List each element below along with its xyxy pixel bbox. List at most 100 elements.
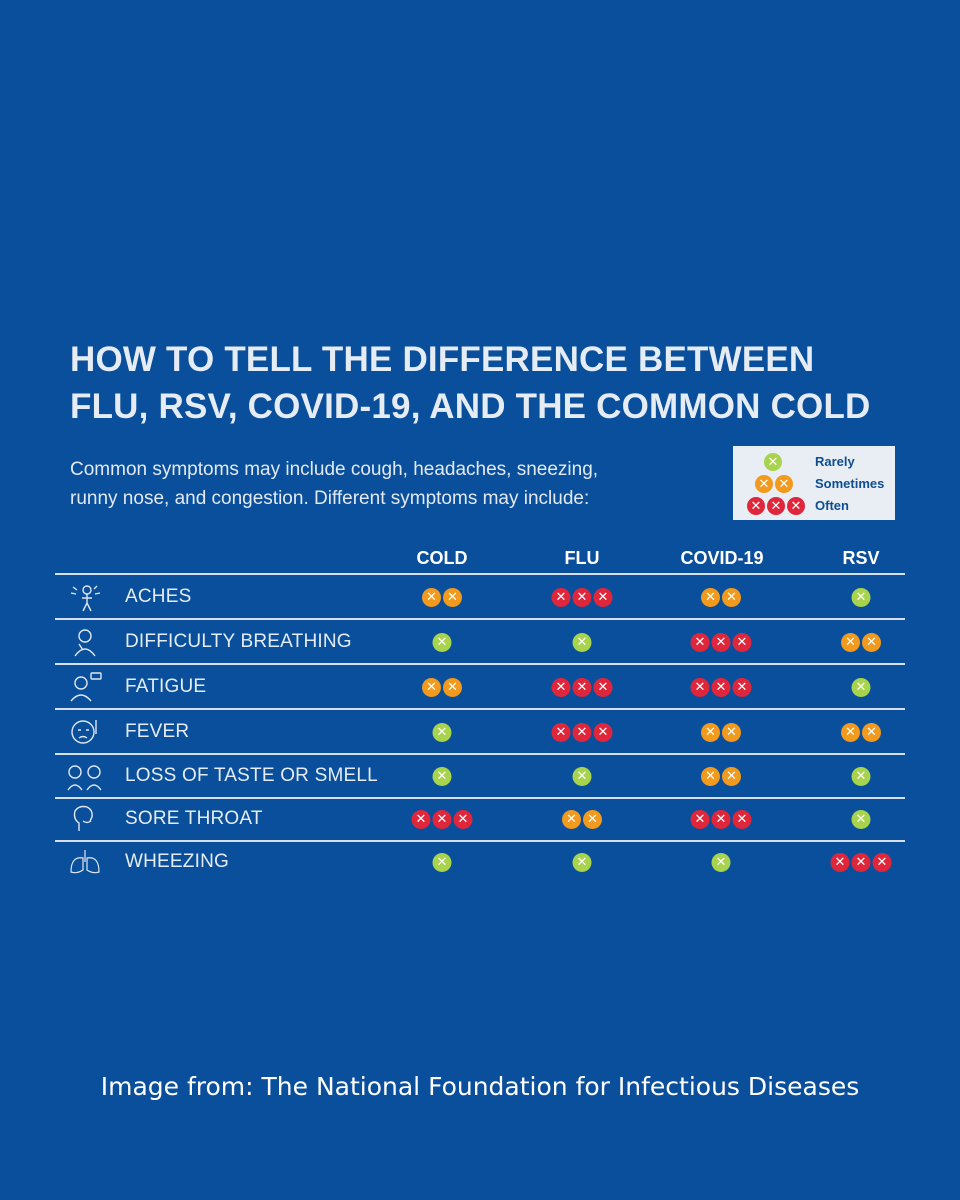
frequency-sometimes-flu: ✕ ✕ <box>562 810 602 830</box>
symptom-label: LOSS OF TASTE OR SMELL <box>125 765 378 786</box>
legend-label: Often <box>815 498 849 513</box>
x-mark-icon: ✕ <box>411 810 431 829</box>
intro-text: Common symptoms may include cough, heada… <box>70 455 690 513</box>
frequency-sometimes-covid19: ✕ ✕ <box>701 767 741 787</box>
x-mark-icon: ✕ <box>851 767 871 786</box>
x-mark-icon: ✕ <box>787 497 805 515</box>
x-mark-icon: ✕ <box>732 678 752 697</box>
legend-item-often: ✕ ✕ ✕ Often <box>733 495 895 517</box>
legend-marks: ✕ ✕ ✕ <box>747 497 805 515</box>
legend-item-rarely: ✕ Rarely <box>733 451 895 473</box>
page-title: HOW TO TELL THE DIFFERENCE BETWEEN FLU, … <box>70 336 930 430</box>
x-mark-icon: ✕ <box>572 723 592 742</box>
sore-throat-icon <box>65 803 105 835</box>
x-mark-icon: ✕ <box>767 497 785 515</box>
frequency-often-flu: ✕ ✕ ✕ <box>551 678 613 698</box>
aches-icon <box>65 581 105 613</box>
frequency-often-covid19: ✕ ✕ ✕ <box>690 633 752 653</box>
intro-line-1: Common symptoms may include cough, heada… <box>70 459 599 480</box>
x-mark-icon: ✕ <box>432 723 452 742</box>
row-divider <box>55 618 905 620</box>
column-header-rsv: RSV <box>842 548 880 568</box>
x-mark-icon: ✕ <box>551 723 571 742</box>
x-mark-icon: ✕ <box>572 767 592 786</box>
frequency-rarely-rsv: ✕ <box>851 678 871 698</box>
x-mark-icon: ✕ <box>764 453 782 471</box>
table-row: FEVER ✕ ✕ ✕ ✕ ✕ ✕ ✕ ✕ <box>55 710 905 755</box>
x-mark-icon: ✕ <box>422 678 441 697</box>
x-mark-icon: ✕ <box>851 853 871 872</box>
x-mark-icon: ✕ <box>572 853 592 872</box>
symptom-label: ACHES <box>125 586 192 607</box>
x-mark-icon: ✕ <box>583 810 602 829</box>
legend-item-sometimes: ✕ ✕ Sometimes <box>733 473 895 495</box>
frequency-rarely-cold: ✕ <box>432 853 452 873</box>
frequency-rarely-covid19: ✕ <box>711 853 731 873</box>
legend-label: Rarely <box>815 454 855 469</box>
title-line-2: FLU, RSV, COVID-19, AND THE COMMON COLD <box>70 387 871 426</box>
column-header-flu: FLU <box>564 548 600 568</box>
x-mark-icon: ✕ <box>690 633 710 652</box>
frequency-rarely-flu: ✕ <box>572 767 592 787</box>
fatigue-icon <box>65 671 105 703</box>
frequency-often-flu: ✕ ✕ ✕ <box>551 588 613 608</box>
frequency-rarely-cold: ✕ <box>432 767 452 787</box>
frequency-rarely-flu: ✕ <box>572 853 592 873</box>
x-mark-icon: ✕ <box>747 497 765 515</box>
x-mark-icon: ✕ <box>711 810 731 829</box>
frequency-rarely-flu: ✕ <box>572 633 592 653</box>
x-mark-icon: ✕ <box>690 678 710 697</box>
legend-marks: ✕ ✕ <box>755 475 793 493</box>
symptom-label: FEVER <box>125 721 190 742</box>
frequency-sometimes-cold: ✕ ✕ <box>422 588 462 608</box>
frequency-sometimes-rsv: ✕ ✕ <box>841 723 881 743</box>
x-mark-icon: ✕ <box>551 588 571 607</box>
x-mark-icon: ✕ <box>732 810 752 829</box>
row-divider <box>55 840 905 842</box>
legend: ✕ Rarely ✕ ✕ Sometimes ✕ ✕ ✕ Often <box>733 446 895 520</box>
x-mark-icon: ✕ <box>572 588 592 607</box>
x-mark-icon: ✕ <box>711 678 731 697</box>
frequency-rarely-rsv: ✕ <box>851 767 871 787</box>
x-mark-icon: ✕ <box>562 810 581 829</box>
table-row: WHEEZING ✕ ✕ ✕ ✕ ✕ ✕ <box>55 840 905 885</box>
table-row: LOSS OF TASTE OR SMELL ✕ ✕ ✕ ✕ ✕ <box>55 754 905 799</box>
x-mark-icon: ✕ <box>422 588 441 607</box>
x-mark-icon: ✕ <box>443 588 462 607</box>
x-mark-icon: ✕ <box>862 633 881 652</box>
legend-label: Sometimes <box>815 476 885 491</box>
x-mark-icon: ✕ <box>432 853 452 872</box>
frequency-rarely-cold: ✕ <box>432 723 452 743</box>
table-row: ACHES ✕ ✕ ✕ ✕ ✕ ✕ ✕ ✕ <box>55 575 905 620</box>
x-mark-icon: ✕ <box>841 633 860 652</box>
x-mark-icon: ✕ <box>572 633 592 652</box>
x-mark-icon: ✕ <box>755 475 773 493</box>
x-mark-icon: ✕ <box>701 588 720 607</box>
x-mark-icon: ✕ <box>593 723 613 742</box>
frequency-sometimes-cold: ✕ ✕ <box>422 678 462 698</box>
frequency-often-rsv: ✕ ✕ ✕ <box>830 853 892 873</box>
frequency-sometimes-rsv: ✕ ✕ <box>841 633 881 653</box>
x-mark-icon: ✕ <box>432 810 452 829</box>
x-mark-icon: ✕ <box>732 633 752 652</box>
x-mark-icon: ✕ <box>701 723 720 742</box>
x-mark-icon: ✕ <box>775 475 793 493</box>
x-mark-icon: ✕ <box>432 633 452 652</box>
x-mark-icon: ✕ <box>593 588 613 607</box>
frequency-often-flu: ✕ ✕ ✕ <box>551 723 613 743</box>
frequency-rarely-rsv: ✕ <box>851 588 871 608</box>
x-mark-icon: ✕ <box>432 767 452 786</box>
legend-marks: ✕ <box>764 453 782 471</box>
symptom-label: FATIGUE <box>125 676 207 697</box>
row-divider <box>55 708 905 710</box>
table-row: SORE THROAT ✕ ✕ ✕ ✕ ✕ ✕ ✕ ✕ ✕ <box>55 797 905 842</box>
frequency-sometimes-covid19: ✕ ✕ <box>701 723 741 743</box>
frequency-sometimes-covid19: ✕ ✕ <box>701 588 741 608</box>
title-line-1: HOW TO TELL THE DIFFERENCE BETWEEN <box>70 340 815 379</box>
row-divider <box>55 797 905 799</box>
frequency-rarely-rsv: ✕ <box>851 810 871 830</box>
x-mark-icon: ✕ <box>701 767 720 786</box>
frequency-often-cold: ✕ ✕ ✕ <box>411 810 473 830</box>
breathing-icon <box>65 626 105 658</box>
x-mark-icon: ✕ <box>572 678 592 697</box>
